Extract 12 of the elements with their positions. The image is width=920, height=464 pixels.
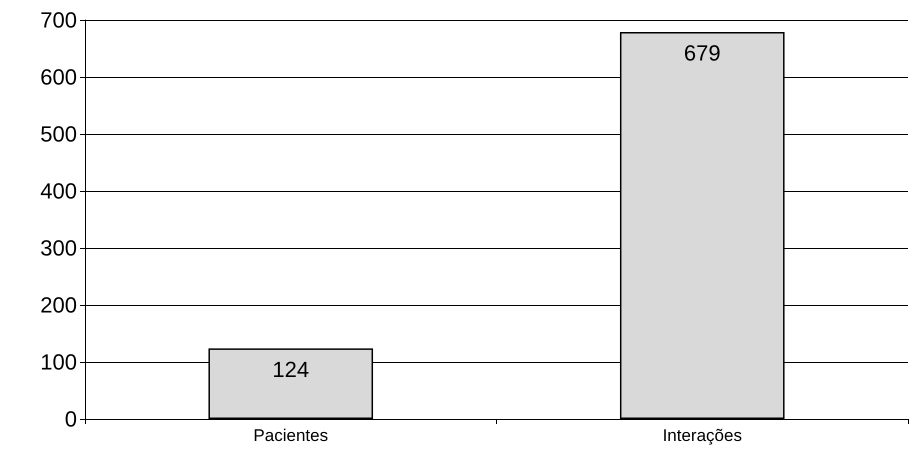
data-label: 124 [272,356,310,382]
y-tick-label: 600 [40,64,77,90]
x-tick-label: Pacientes [253,426,328,445]
y-tick-label: 300 [40,236,77,260]
y-tick-label: 400 [40,178,77,204]
data-label: 679 [684,40,721,66]
y-tick-label: 200 [40,292,77,318]
y-tick-label: 700 [40,8,77,32]
y-tick-label: 500 [40,122,77,146]
y-tick-label: 0 [64,406,77,432]
x-tick-label: Interações [662,426,742,445]
y-tick-label: 100 [40,350,77,374]
